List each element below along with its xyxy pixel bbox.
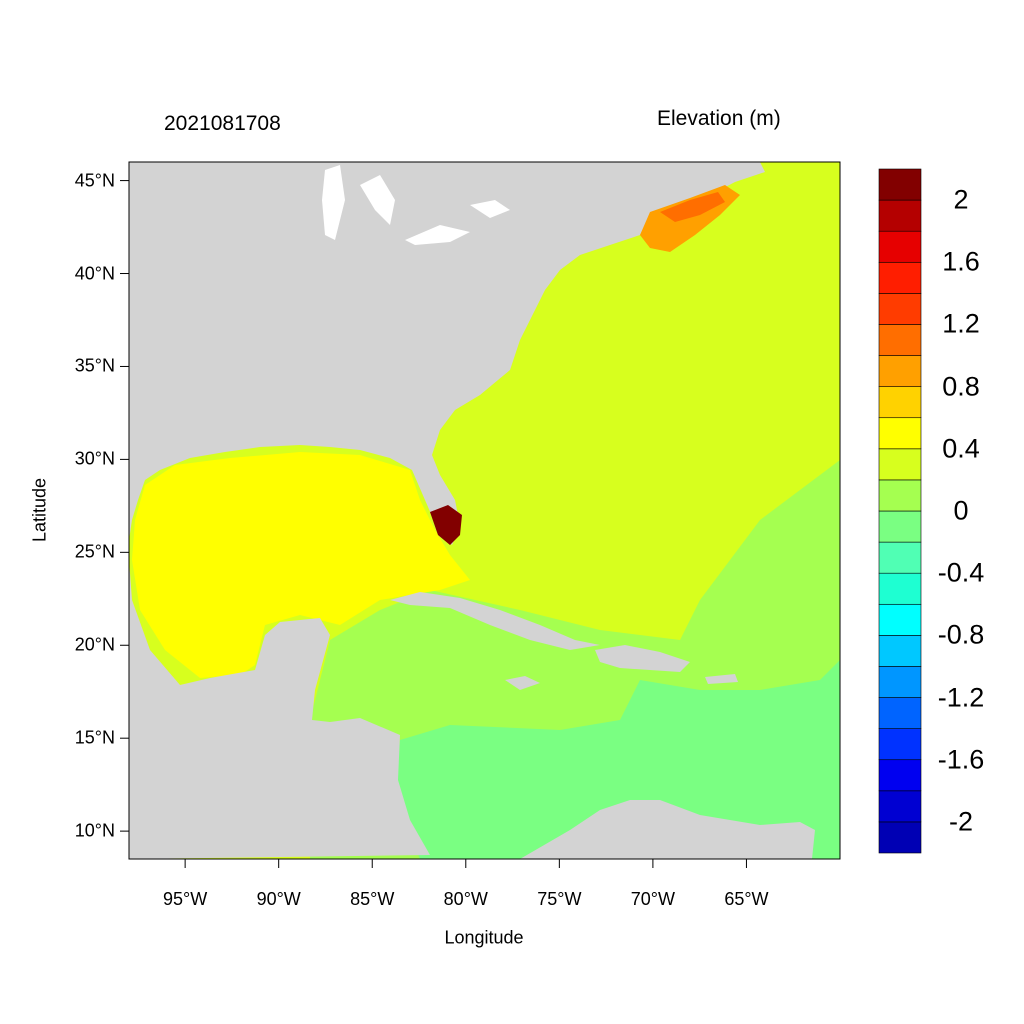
colorbar-segment [878, 293, 922, 325]
x-tick-label: 65°W [724, 889, 769, 909]
colorbar-segment [878, 355, 922, 387]
colorbar-label: 2 [953, 184, 969, 215]
gulf-of-maine-core [660, 192, 725, 222]
colorbar-label: 1.6 [942, 246, 980, 277]
x-tick-label: 70°W [630, 889, 675, 909]
y-tick-label: 35°N [74, 355, 115, 376]
south-america-land [520, 800, 815, 859]
colorbar-segment [878, 230, 922, 263]
colorbar-label: -0.4 [937, 557, 985, 588]
central-america-land [129, 560, 430, 859]
colorbar-segment [878, 324, 922, 356]
colorbar-segment [878, 635, 922, 667]
y-axis-label: Latitude [29, 477, 50, 543]
colorbar-segment [878, 448, 922, 481]
y-tick-label: 10°N [74, 820, 115, 841]
map-frame [128, 161, 841, 860]
colorbar-label: 0.8 [942, 371, 980, 402]
x-tick-label: 80°W [443, 889, 488, 909]
colorbar-segment [878, 168, 922, 201]
colorbar-segment [878, 603, 922, 636]
north-america-land [129, 162, 765, 545]
florida-surge [430, 505, 462, 545]
colorbar-segment [878, 417, 922, 450]
colorbar-label: -2 [948, 806, 973, 837]
colorbar-label: 0.4 [942, 433, 980, 464]
jamaica-land [505, 676, 540, 690]
southern-caribbean [395, 660, 840, 859]
gulf-of-mexico [132, 452, 470, 678]
colorbar-segment [878, 821, 922, 854]
colorbar-label: -0.8 [937, 619, 985, 650]
map-timestamp-title: 2021081708 [164, 112, 281, 135]
colorbar [878, 168, 922, 854]
x-tick-label: 95°W [163, 889, 208, 909]
colorbar-label: 1.2 [942, 308, 980, 339]
colorbar-segment [878, 697, 922, 729]
variable-title: Elevation (m) [657, 107, 781, 130]
y-tick-label: 20°N [74, 634, 115, 655]
colorbar-segment [878, 261, 922, 294]
puerto-rico-land [705, 674, 738, 684]
colorbar-label: -1.6 [937, 744, 985, 775]
colorbar-label: -1.2 [937, 682, 985, 713]
y-tick-label: 15°N [74, 727, 115, 748]
hispaniola-land [595, 645, 690, 672]
great-lakes [322, 165, 510, 245]
cuba-land [390, 592, 600, 650]
colorbar-segment [878, 386, 922, 419]
x-axis-label: Longitude [444, 927, 524, 948]
colorbar-segment [878, 199, 922, 232]
x-tick-label: 90°W [256, 889, 301, 909]
map-area [129, 162, 840, 859]
colorbar-segment [878, 790, 922, 823]
y-tick-label: 30°N [74, 448, 115, 469]
colorbar-segment [878, 479, 922, 512]
y-tick-label: 40°N [74, 263, 115, 284]
colorbar-segment [878, 728, 922, 761]
colorbar-segment [878, 572, 922, 605]
y-tick-label: 45°N [74, 170, 115, 191]
colorbar-label: 0 [953, 495, 969, 526]
colorbar-segment [878, 666, 922, 698]
colorbar-segment [878, 759, 922, 792]
x-tick-label: 75°W [537, 889, 582, 909]
x-tick-label: 85°W [350, 889, 395, 909]
axis-ticks [120, 180, 747, 868]
y-tick-label: 25°N [74, 541, 115, 562]
colorbar-segment [878, 510, 922, 543]
colorbar-segment [878, 541, 922, 574]
